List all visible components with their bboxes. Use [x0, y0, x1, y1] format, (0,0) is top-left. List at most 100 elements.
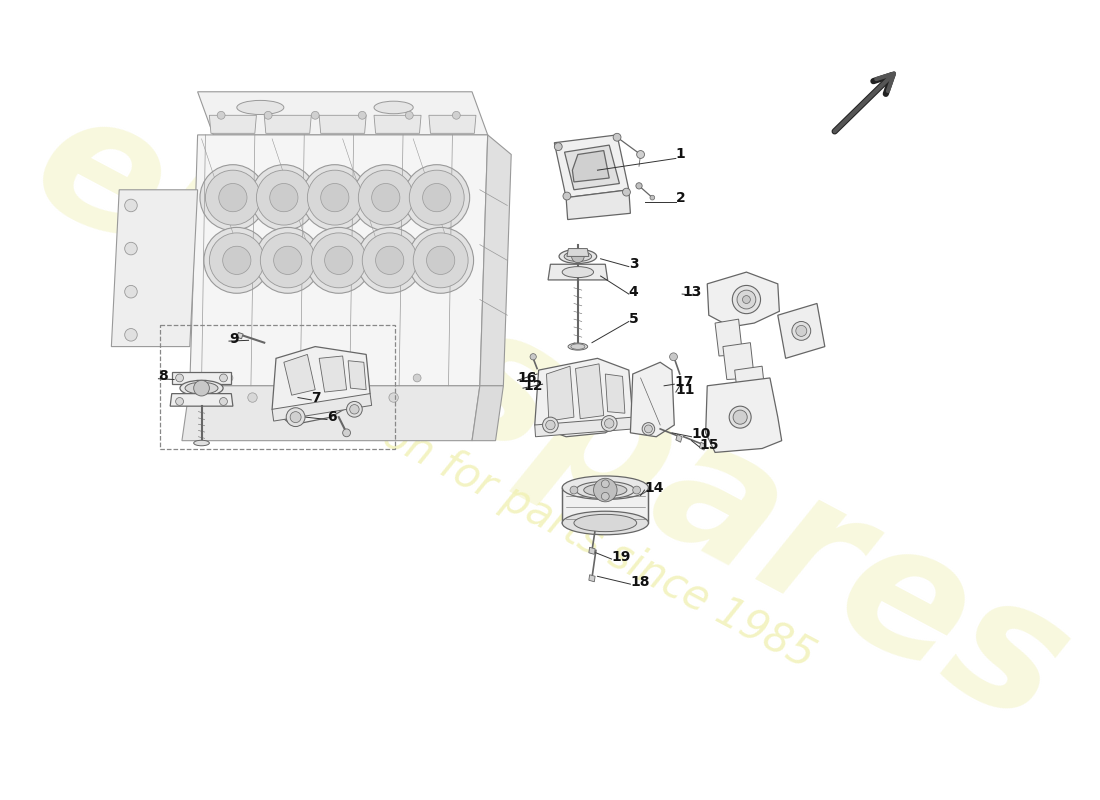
Text: 2: 2: [675, 190, 685, 205]
Text: 8: 8: [158, 370, 168, 383]
Circle shape: [546, 420, 556, 430]
Circle shape: [605, 418, 614, 428]
Circle shape: [733, 286, 760, 314]
Polygon shape: [715, 319, 742, 356]
Polygon shape: [562, 488, 648, 523]
Circle shape: [795, 326, 806, 336]
Circle shape: [124, 286, 138, 298]
Circle shape: [206, 170, 261, 225]
Ellipse shape: [576, 482, 635, 498]
Text: 17: 17: [674, 375, 694, 389]
Polygon shape: [209, 115, 256, 134]
Circle shape: [637, 150, 645, 158]
Circle shape: [321, 183, 349, 212]
Circle shape: [220, 374, 228, 382]
Polygon shape: [319, 356, 346, 392]
Polygon shape: [700, 442, 706, 450]
Circle shape: [602, 480, 609, 488]
Text: eurospares: eurospares: [6, 72, 1096, 762]
Circle shape: [124, 242, 138, 255]
Circle shape: [324, 246, 353, 274]
Polygon shape: [707, 272, 780, 327]
Polygon shape: [723, 342, 755, 379]
Polygon shape: [554, 135, 629, 198]
Ellipse shape: [564, 251, 592, 262]
Polygon shape: [547, 366, 574, 421]
Polygon shape: [198, 92, 487, 135]
Circle shape: [274, 246, 301, 274]
Text: 14: 14: [645, 481, 664, 494]
Circle shape: [204, 227, 270, 294]
Polygon shape: [572, 150, 609, 182]
Polygon shape: [272, 346, 370, 425]
Polygon shape: [111, 190, 198, 346]
Circle shape: [286, 408, 305, 426]
Ellipse shape: [568, 343, 587, 350]
Circle shape: [194, 380, 209, 396]
Ellipse shape: [562, 511, 648, 534]
Polygon shape: [172, 373, 231, 384]
Circle shape: [318, 393, 328, 402]
Circle shape: [594, 478, 617, 502]
Polygon shape: [706, 378, 782, 453]
Circle shape: [311, 111, 319, 119]
Circle shape: [554, 142, 562, 150]
Polygon shape: [588, 547, 595, 554]
Text: a passion for parts since 1985: a passion for parts since 1985: [248, 345, 822, 678]
Circle shape: [409, 170, 464, 225]
Polygon shape: [605, 374, 625, 414]
Circle shape: [737, 290, 756, 309]
Circle shape: [346, 402, 362, 417]
Circle shape: [226, 374, 233, 382]
Circle shape: [255, 227, 321, 294]
Circle shape: [427, 246, 454, 274]
Circle shape: [261, 233, 316, 288]
Circle shape: [452, 111, 460, 119]
Text: 6: 6: [327, 410, 337, 424]
Polygon shape: [735, 366, 766, 403]
Circle shape: [307, 170, 362, 225]
Circle shape: [642, 422, 654, 435]
Circle shape: [301, 165, 367, 230]
Circle shape: [209, 233, 264, 288]
Polygon shape: [374, 115, 421, 134]
Circle shape: [124, 329, 138, 341]
Circle shape: [733, 410, 747, 424]
Circle shape: [359, 170, 414, 225]
Circle shape: [613, 134, 621, 141]
Polygon shape: [284, 354, 316, 395]
Ellipse shape: [559, 250, 596, 263]
Circle shape: [414, 233, 469, 288]
Circle shape: [632, 486, 640, 494]
Ellipse shape: [584, 484, 627, 496]
Circle shape: [270, 183, 298, 212]
Circle shape: [623, 188, 630, 196]
Ellipse shape: [571, 344, 585, 350]
Polygon shape: [675, 434, 682, 442]
Circle shape: [219, 183, 248, 212]
Polygon shape: [535, 417, 634, 437]
Circle shape: [742, 296, 750, 303]
Circle shape: [570, 486, 578, 494]
Text: 11: 11: [675, 382, 695, 397]
Text: 5: 5: [629, 312, 639, 326]
Circle shape: [350, 405, 359, 414]
Polygon shape: [236, 333, 243, 338]
Circle shape: [343, 429, 351, 437]
Text: 9: 9: [229, 332, 239, 346]
Polygon shape: [472, 386, 504, 441]
Circle shape: [306, 227, 372, 294]
Ellipse shape: [562, 476, 648, 499]
Text: 19: 19: [612, 550, 631, 564]
Circle shape: [217, 111, 226, 119]
Polygon shape: [630, 362, 674, 437]
Circle shape: [636, 182, 642, 189]
Circle shape: [389, 393, 398, 402]
Polygon shape: [319, 115, 366, 134]
Circle shape: [351, 374, 359, 382]
Text: 13: 13: [682, 285, 702, 298]
Polygon shape: [575, 364, 604, 418]
Polygon shape: [566, 249, 588, 257]
Text: 4: 4: [629, 285, 639, 298]
Circle shape: [563, 192, 571, 200]
